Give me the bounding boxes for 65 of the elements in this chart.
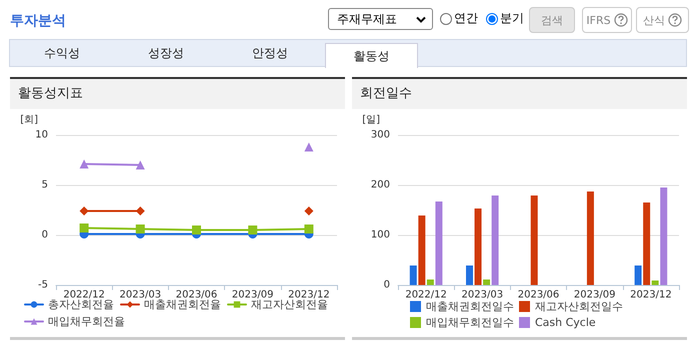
y-axis-title: [회] [20,114,38,126]
text: 투자분석 [10,12,66,30]
bar [634,266,642,285]
point [248,226,258,234]
y-tick-label: 200 [370,180,390,190]
x-tick-label: 2023/06 [176,290,218,300]
point [304,142,314,152]
text: 연간 [453,10,478,27]
x-tick-label: 2023/03 [462,290,504,300]
legend-label: 재고자산회전율 [251,298,328,311]
x-tick-label: 2022/12 [63,290,105,300]
bar [466,266,473,285]
point [304,224,314,234]
text: 활동성 [325,43,418,68]
chart-title: 활동성지표 [10,79,345,109]
legend-label: 총자산회전율 [48,298,114,311]
bar [492,196,499,285]
y-tick-label: 0 [42,230,48,240]
y-tick-label: 300 [370,130,390,140]
point [80,160,89,168]
x-tick-label: 2023/12 [288,290,330,300]
bar [652,280,659,285]
legend-label: 매입채무회전율 [48,315,125,328]
text: 산식 [636,7,689,33]
bar [586,192,594,285]
text: 안정성 [251,45,289,62]
bar [643,202,650,285]
legend-label: 재고자산회전일수 [535,300,623,313]
bar [426,280,434,285]
point [304,206,314,216]
bar [474,208,482,285]
bar [530,196,538,285]
bar [410,266,417,285]
bar [660,188,668,285]
y-tick-label: 10 [35,130,48,140]
x-tick-label: 2023/03 [120,290,162,300]
legend-label: 매출채권회전일수 [426,300,514,313]
text: IFRS [582,7,632,33]
point [136,206,145,216]
point [192,226,201,234]
x-tick-label: 2023/12 [630,290,672,300]
y-tick-label: 5 [42,180,48,190]
text: 성장성 [147,45,185,62]
y-tick-label: 0 [384,280,390,290]
y-tick-label: 100 [370,230,390,240]
x-tick-label: 2023/09 [574,290,616,300]
point [136,160,145,170]
bar [418,216,426,285]
text: 주재무제표 [337,10,397,28]
x-tick-label: 2023/06 [518,290,560,300]
point [136,224,145,234]
text: 수익성 [43,45,81,62]
x-tick-label: 2023/09 [232,290,274,300]
legend-label: Cash Cycle [535,316,596,329]
text: 분기 [499,10,524,27]
x-tick-label: 2022/12 [405,290,447,300]
legend-label: 매출채권회전율 [144,298,221,311]
y-tick-label: -5 [38,280,48,290]
bar [435,202,442,285]
point [80,224,89,232]
chart-title: 회전일수 [352,79,687,109]
bar [483,280,490,285]
y-axis-title: [일] [362,114,380,126]
text: 검색 [529,7,575,33]
legend-label: 매입채무회전일수 [426,316,514,329]
